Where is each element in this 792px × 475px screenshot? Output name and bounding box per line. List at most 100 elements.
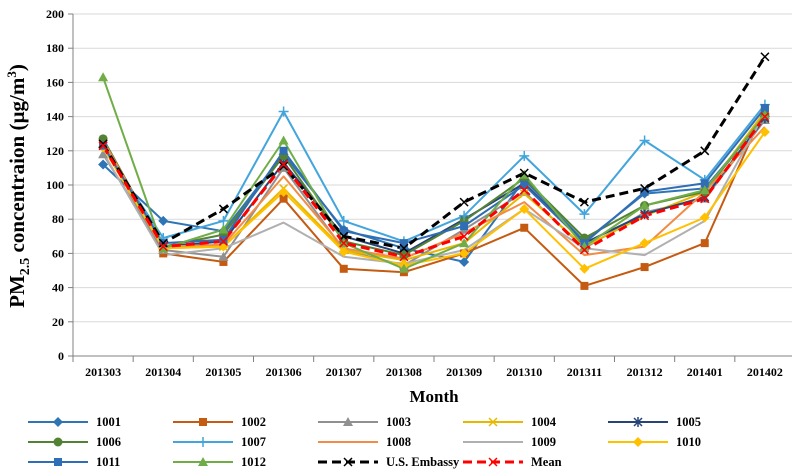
legend-marker-mean bbox=[488, 457, 498, 467]
data-point-mean bbox=[700, 194, 710, 204]
data-point-1007 bbox=[639, 135, 650, 146]
data-point-mean bbox=[399, 252, 409, 262]
series-line-1011 bbox=[102, 107, 766, 245]
legend-marker-1010 bbox=[633, 437, 643, 447]
data-point-1007 bbox=[338, 215, 349, 226]
legend-label-1005: 1005 bbox=[676, 415, 701, 429]
x-tick-labels: 201303 201304 201305 201306 201307 201308 2013… bbox=[85, 365, 783, 379]
data-point-mean bbox=[640, 211, 650, 221]
data-point-1002 bbox=[279, 194, 288, 203]
data-point-1003 bbox=[218, 251, 229, 261]
data-point-u-s-embassy bbox=[519, 168, 529, 178]
x-tick-label: 201312 bbox=[627, 365, 663, 379]
y-tick-label: 160 bbox=[46, 75, 64, 89]
data-point-u-s-embassy bbox=[760, 52, 770, 62]
data-point-mean bbox=[279, 159, 289, 170]
x-tick-label: 201311 bbox=[567, 365, 602, 379]
y-tick-label: 180 bbox=[46, 41, 64, 55]
data-point-1012 bbox=[459, 238, 470, 248]
x-tick-label: 201310 bbox=[506, 365, 542, 379]
x-tick-label: 201304 bbox=[145, 365, 181, 379]
data-point-u-s-embassy bbox=[218, 204, 228, 214]
data-point-mean bbox=[760, 112, 770, 122]
y-axis-title-subscript: 2.5 bbox=[18, 258, 33, 276]
data-point-1012 bbox=[98, 72, 109, 82]
data-point-1007 bbox=[459, 210, 470, 221]
data-point-1010 bbox=[579, 263, 590, 274]
legend: 1001 1002 1003 1004 1005 1006 1007 1008 1009 1010… bbox=[28, 415, 701, 469]
y-axis-title-superscript: 3 bbox=[4, 71, 19, 78]
legend-label-1007: 1007 bbox=[241, 435, 266, 449]
data-point-1002 bbox=[339, 264, 348, 273]
x-tick-label: 201402 bbox=[747, 365, 783, 379]
data-point-1010 bbox=[519, 203, 530, 214]
data-point-1002 bbox=[640, 263, 649, 272]
legend-marker-1002 bbox=[199, 418, 207, 426]
y-tick-label: 20 bbox=[52, 315, 64, 329]
data-point-1006 bbox=[399, 250, 409, 260]
data-point-mean bbox=[218, 236, 228, 246]
legend-marker-1006 bbox=[53, 437, 63, 447]
data-point-1010 bbox=[338, 246, 349, 257]
x-tick-label: 201303 bbox=[85, 365, 121, 379]
legend-label-mean: Mean bbox=[531, 455, 562, 469]
data-point-mean bbox=[579, 245, 589, 255]
data-point-u-s-embassy bbox=[339, 231, 349, 241]
data-point-1007 bbox=[519, 150, 530, 161]
series-line-1007 bbox=[102, 103, 766, 243]
y-tick-labels: 0 20 40 60 80 100 120 140 160 180 200 bbox=[46, 7, 64, 363]
data-point-1010 bbox=[759, 126, 770, 137]
data-point-u-s-embassy bbox=[640, 183, 650, 193]
y-tick-label: 140 bbox=[46, 110, 64, 124]
data-point-1003 bbox=[98, 149, 109, 159]
series-line-1002 bbox=[102, 107, 766, 287]
series-lines bbox=[101, 55, 767, 287]
data-point-1012 bbox=[759, 109, 770, 119]
legend-label-1008: 1008 bbox=[386, 435, 411, 449]
data-point-1011 bbox=[219, 235, 228, 244]
data-point-1010 bbox=[639, 238, 650, 249]
y-tick-label: 80 bbox=[52, 212, 64, 226]
y-tick-label: 200 bbox=[46, 7, 64, 21]
data-point-u-s-embassy bbox=[279, 161, 289, 171]
data-point-1011 bbox=[279, 146, 288, 155]
legend-marker-1005 bbox=[633, 417, 643, 427]
legend-marker-u-s-embassy bbox=[343, 457, 353, 467]
x-tick-label: 201307 bbox=[326, 365, 362, 379]
data-point-mean bbox=[519, 185, 529, 195]
gridlines bbox=[73, 13, 792, 323]
data-point-1011 bbox=[520, 181, 529, 189]
data-point-1002 bbox=[580, 281, 589, 290]
legend-label-1010: 1010 bbox=[676, 435, 701, 449]
data-point-1011 bbox=[339, 227, 348, 236]
legend-marker-1001 bbox=[53, 417, 63, 427]
x-axis-title: Month bbox=[409, 387, 459, 406]
y-axis-title-main: PM bbox=[5, 275, 29, 308]
data-point-u-s-embassy bbox=[459, 197, 469, 207]
y-tick-label: 100 bbox=[46, 178, 64, 192]
series-markers bbox=[98, 52, 770, 290]
legend-marker-1004 bbox=[488, 417, 498, 427]
legend-marker-1007 bbox=[198, 437, 208, 447]
data-point-1001 bbox=[158, 215, 169, 226]
series-line-1005 bbox=[102, 117, 766, 255]
data-point-1012 bbox=[639, 200, 650, 210]
data-point-mean bbox=[98, 141, 108, 151]
data-point-1011 bbox=[640, 187, 649, 196]
data-point-1002 bbox=[700, 239, 709, 248]
legend-marker-1003 bbox=[343, 417, 353, 426]
legend-label-1003: 1003 bbox=[386, 415, 411, 429]
data-point-1005 bbox=[640, 209, 650, 220]
data-point-1010 bbox=[278, 186, 289, 197]
data-point-mean bbox=[158, 242, 168, 252]
y-axis-title-end: ) bbox=[5, 64, 29, 71]
data-point-u-s-embassy bbox=[579, 197, 589, 207]
y-axis-title-rest: concentraion (µg/m bbox=[5, 77, 29, 258]
series-line-mean bbox=[101, 115, 767, 259]
x-tick-label: 201306 bbox=[266, 365, 302, 379]
y-tick-label: 60 bbox=[52, 246, 64, 260]
x-tick-label: 201308 bbox=[386, 365, 422, 379]
legend-label-1006: 1006 bbox=[96, 435, 121, 449]
x-tick-label: 201309 bbox=[446, 365, 482, 379]
data-point-u-s-embassy bbox=[98, 139, 108, 149]
